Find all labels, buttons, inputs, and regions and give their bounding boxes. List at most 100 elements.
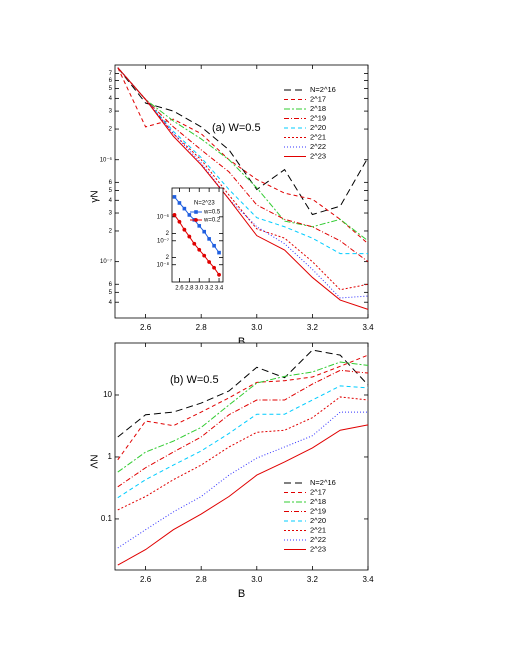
y-tick-label: 2 (109, 127, 113, 133)
x-tick-label: 3.2 (205, 286, 214, 292)
legend-label: 2^19 (310, 506, 326, 515)
y-axis-label: γN (90, 190, 101, 202)
marker (192, 241, 197, 246)
series-line (117, 67, 369, 216)
y-tick-label: 2 (166, 231, 170, 237)
panel-title: (a) W=0.5 (212, 122, 261, 134)
y-tick-label: 7 (109, 71, 113, 77)
marker (177, 201, 182, 205)
legend-title: N=2^23 (194, 201, 215, 207)
marker (197, 247, 202, 252)
legend-label: 2^21 (310, 525, 326, 534)
series-line (117, 67, 369, 263)
marker (182, 206, 187, 211)
legend-label: N=2^16 (310, 85, 336, 94)
x-tick-label: 3.2 (307, 575, 319, 584)
series-line (117, 354, 369, 461)
legend-label: 2^17 (310, 94, 326, 103)
plot-frame (114, 64, 369, 319)
y-tick-label: 4 (109, 198, 113, 204)
y-tick-label: 2 (166, 255, 170, 261)
x-tick-label: 2.8 (196, 323, 208, 332)
legend-label: 2^19 (310, 113, 326, 122)
series-line (117, 349, 369, 438)
series-line (117, 361, 369, 473)
y-tick-label: 5 (109, 290, 113, 296)
marker (182, 227, 187, 232)
y-tick-label: 5 (109, 188, 113, 194)
marker (207, 237, 211, 241)
marker (217, 272, 221, 277)
y-tick-label: 10 (103, 390, 112, 399)
y-tick-label: 1 (108, 452, 113, 461)
y-tick-label: 4 (109, 96, 113, 102)
marker (177, 219, 182, 224)
legend-label: 2^20 (310, 516, 326, 525)
x-tick-label: 3.0 (251, 575, 263, 584)
series-line (117, 67, 368, 255)
y-tick-label: 6 (109, 180, 113, 186)
legend-marker (194, 210, 198, 214)
legend-label: 2^17 (310, 487, 326, 496)
x-axis-label: B (238, 336, 245, 348)
marker (172, 195, 177, 199)
x-tick-label: 3.4 (215, 286, 224, 292)
x-tick-label: 2.6 (175, 286, 184, 292)
marker (212, 243, 216, 248)
series-line (117, 67, 369, 291)
y-tick-label: 10⁻⁷ (157, 237, 169, 244)
x-tick-label: 3.2 (307, 323, 319, 332)
y-tick-label: 6 (109, 78, 113, 84)
legend-label: 2^22 (310, 142, 326, 151)
marker (187, 213, 192, 217)
marker (212, 265, 216, 270)
marker (202, 253, 207, 258)
legend-label: 2^23 (310, 151, 326, 160)
y-tick-label: 10⁻⁶ (157, 213, 170, 220)
legend-label: w=0.5 (203, 210, 221, 216)
marker (197, 224, 202, 228)
marker (207, 260, 212, 264)
marker (217, 250, 221, 255)
series-line (174, 196, 220, 253)
y-tick-label: 3 (109, 211, 113, 217)
y-tick-label: 0.1 (101, 514, 113, 523)
y-tick-label: 10⁻⁸ (157, 261, 170, 268)
x-tick-label: 2.6 (140, 575, 152, 584)
panel-title: (b) W=0.5 (170, 374, 219, 386)
legend-label: 2^21 (310, 132, 326, 141)
series-line (117, 424, 369, 566)
plot-frame (114, 342, 369, 571)
x-tick-label: 3.4 (362, 323, 374, 332)
series-line (117, 67, 369, 310)
legend-label: N=2^16 (310, 478, 336, 487)
y-tick-label: 5 (109, 86, 113, 92)
y-tick-label: 10⁻⁷ (100, 258, 112, 265)
legend-label: w=0.2 (203, 218, 221, 224)
legend-label: 2^20 (310, 123, 326, 132)
legend-marker (194, 218, 198, 222)
x-tick-label: 2.8 (196, 575, 208, 584)
y-tick-label: 3 (109, 109, 113, 115)
x-tick-label: 3.0 (195, 286, 204, 292)
x-axis-label: B (238, 588, 245, 600)
legend-label: 2^22 (310, 535, 326, 544)
y-tick-label: 4 (109, 300, 113, 306)
legend-label: 2^23 (310, 544, 326, 553)
marker (187, 234, 192, 239)
x-tick-label: 3.0 (251, 323, 263, 332)
series-line (117, 67, 369, 245)
series-line (117, 411, 368, 549)
y-tick-label: 2 (109, 229, 113, 235)
legend-label: 2^18 (310, 104, 326, 113)
marker (172, 213, 177, 217)
x-tick-label: 3.4 (362, 575, 374, 584)
series-line (117, 67, 369, 242)
y-tick-label: 10⁻⁶ (100, 156, 113, 163)
series-line (174, 214, 220, 276)
marker (202, 229, 206, 234)
x-tick-label: 2.8 (185, 286, 194, 292)
y-axis-label: ΛN (90, 455, 101, 469)
legend-label: 2^18 (310, 497, 326, 506)
